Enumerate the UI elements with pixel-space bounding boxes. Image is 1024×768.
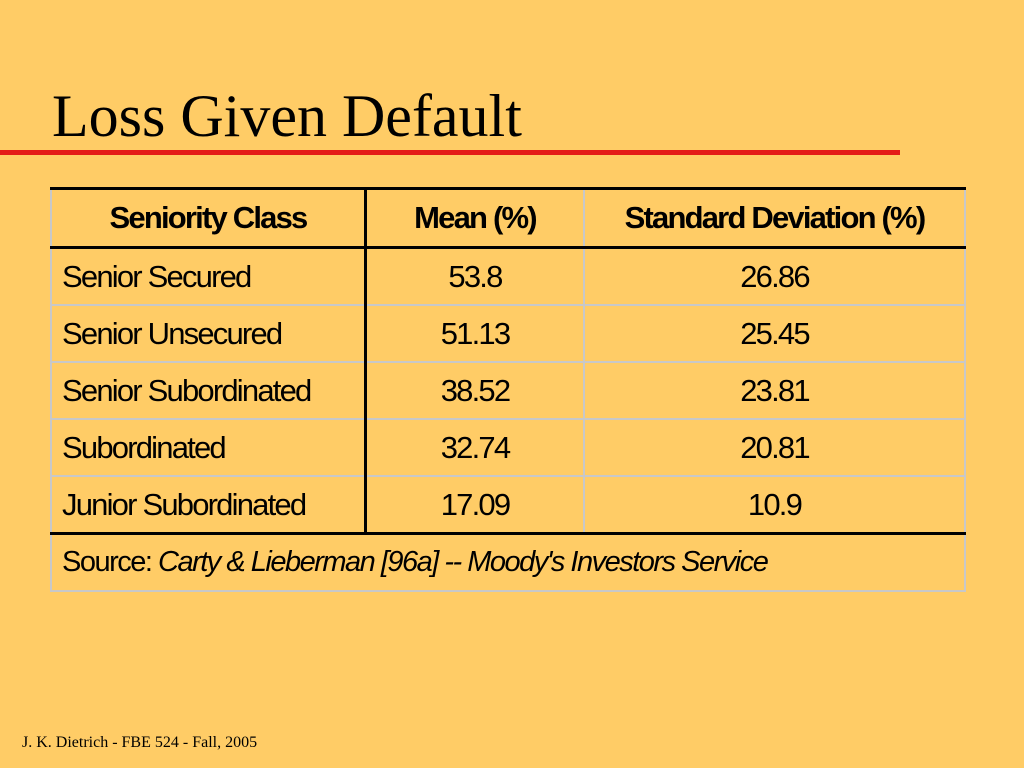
seniority-class-cell: Senior Secured xyxy=(50,246,367,306)
seniority-class-cell: Senior Unsecured xyxy=(50,304,367,363)
source-label: Source: xyxy=(62,546,153,578)
standard-deviation-cell: 10.9 xyxy=(583,475,966,535)
table-row: Senior Subordinated 38.52 23.81 xyxy=(50,361,966,420)
standard-deviation-cell: 20.81 xyxy=(583,418,966,477)
slide-footer: J. K. Dietrich - FBE 524 - Fall, 2005 xyxy=(22,734,258,751)
standard-deviation-cell: 26.86 xyxy=(583,246,966,306)
table-row: Senior Secured 53.8 26.86 xyxy=(50,246,966,306)
seniority-class-cell: Senior Subordinated xyxy=(50,361,367,420)
seniority-class-cell: Junior Subordinated xyxy=(50,475,367,535)
standard-deviation-cell: 23.81 xyxy=(583,361,966,420)
title-underline-rule xyxy=(0,150,900,155)
header-standard-deviation: Standard Deviation (%) xyxy=(583,187,966,249)
table-row: Senior Unsecured 51.13 25.45 xyxy=(50,304,966,363)
table-header-row: Seniority Class Mean (%) Standard Deviat… xyxy=(50,187,966,249)
header-mean: Mean (%) xyxy=(364,187,585,249)
table-row: Subordinated 32.74 20.81 xyxy=(50,418,966,477)
source-cell: Source: Carty & Lieberman [96a] -- Moody… xyxy=(50,532,966,592)
source-row: Source: Carty & Lieberman [96a] -- Moody… xyxy=(50,532,966,592)
loss-given-default-table: Seniority Class Mean (%) Standard Deviat… xyxy=(50,187,966,592)
standard-deviation-cell: 25.45 xyxy=(583,304,966,363)
slide-title: Loss Given Default xyxy=(52,83,522,149)
header-seniority-class: Seniority Class xyxy=(50,187,367,249)
table-row: Junior Subordinated 17.09 10.9 xyxy=(50,475,966,535)
mean-cell: 38.52 xyxy=(364,361,585,420)
mean-cell: 32.74 xyxy=(364,418,585,477)
source-citation: Carty & Lieberman [96a] -- Moody's Inves… xyxy=(158,546,769,578)
mean-cell: 51.13 xyxy=(364,304,585,363)
mean-cell: 17.09 xyxy=(364,475,585,535)
mean-cell: 53.8 xyxy=(364,246,585,306)
seniority-class-cell: Subordinated xyxy=(50,418,367,477)
